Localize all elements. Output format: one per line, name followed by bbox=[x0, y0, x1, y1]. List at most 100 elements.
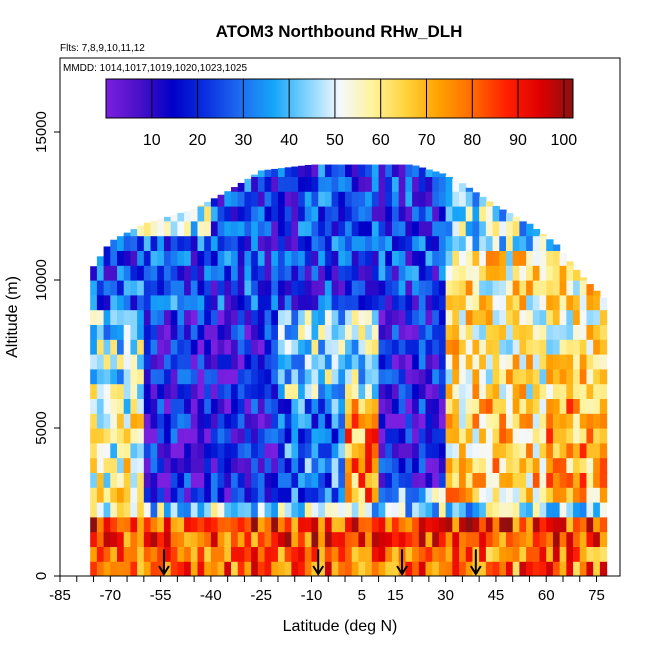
heatmap-cell bbox=[103, 309, 111, 325]
heatmap-cell bbox=[170, 428, 178, 444]
heatmap-cell bbox=[231, 191, 239, 207]
heatmap-cell bbox=[432, 531, 440, 547]
heatmap-cell bbox=[519, 383, 527, 399]
heatmap-cell bbox=[418, 487, 427, 503]
heatmap-cell bbox=[190, 428, 199, 444]
heatmap-cell bbox=[492, 442, 500, 459]
heatmap-cell bbox=[526, 280, 534, 296]
heatmap-cell bbox=[277, 294, 286, 311]
heatmap-cell bbox=[412, 442, 420, 459]
heatmap-cell bbox=[130, 309, 138, 325]
heatmap-cell bbox=[599, 368, 608, 385]
heatmap-cell bbox=[398, 164, 406, 177]
heatmap-cell bbox=[271, 546, 279, 562]
heatmap-cell bbox=[244, 442, 252, 459]
heatmap-cell bbox=[532, 428, 541, 444]
heatmap-cell bbox=[492, 502, 500, 518]
heatmap-cell bbox=[184, 472, 192, 488]
heatmap-cell bbox=[224, 442, 232, 459]
heatmap-cell bbox=[177, 531, 185, 547]
heatmap-cell bbox=[170, 546, 178, 562]
colorbar-tick-label: 40 bbox=[280, 132, 298, 149]
heatmap-cell bbox=[532, 228, 541, 237]
heatmap-cell bbox=[318, 383, 326, 399]
heatmap-cell bbox=[385, 516, 393, 533]
heatmap-cell bbox=[291, 398, 299, 414]
heatmap-cell bbox=[378, 487, 386, 503]
heatmap-cell bbox=[358, 309, 366, 325]
heatmap-cell bbox=[197, 354, 205, 370]
heatmap-cell bbox=[277, 324, 286, 340]
heatmap-cell bbox=[559, 502, 567, 518]
heatmap-cell bbox=[345, 442, 353, 459]
heatmap-cell bbox=[324, 546, 333, 562]
heatmap-cell bbox=[512, 502, 520, 518]
heatmap-cell bbox=[546, 294, 554, 311]
heatmap-cell bbox=[552, 339, 561, 355]
heatmap-cell bbox=[418, 457, 427, 473]
heatmap-cell bbox=[405, 516, 413, 533]
heatmap-cell bbox=[552, 265, 561, 281]
heatmap-cell bbox=[224, 354, 232, 370]
heatmap-cell bbox=[405, 250, 413, 266]
heatmap-cell bbox=[177, 413, 185, 429]
heatmap-cell bbox=[526, 546, 534, 562]
heatmap-cell bbox=[438, 220, 447, 237]
heatmap-cell bbox=[311, 339, 319, 355]
heatmap-cell bbox=[425, 309, 433, 325]
heatmap-cell bbox=[137, 294, 145, 311]
heatmap-cell bbox=[465, 187, 474, 192]
heatmap-cell bbox=[184, 294, 192, 311]
heatmap-cell bbox=[204, 516, 212, 533]
heatmap-cell bbox=[110, 561, 118, 576]
heatmap-cell bbox=[445, 294, 453, 311]
heatmap-cell bbox=[566, 428, 574, 444]
heatmap-cell bbox=[425, 220, 433, 237]
heatmap-cell bbox=[559, 398, 567, 414]
heatmap-cell bbox=[177, 368, 185, 385]
heatmap-cell bbox=[184, 546, 192, 562]
heatmap-cell bbox=[345, 487, 353, 503]
heatmap-cell bbox=[452, 442, 460, 459]
heatmap-cell bbox=[338, 324, 346, 340]
heatmap-cell bbox=[546, 442, 554, 459]
heatmap-cell bbox=[143, 235, 152, 251]
heatmap-cell bbox=[512, 324, 520, 340]
heatmap-cell bbox=[579, 531, 588, 547]
heatmap-cell bbox=[117, 324, 125, 340]
heatmap-cell bbox=[284, 339, 292, 355]
heatmap-cell bbox=[445, 309, 453, 325]
heatmap-cell bbox=[412, 176, 420, 192]
heatmap-cell bbox=[311, 265, 319, 281]
heatmap-cell bbox=[539, 546, 547, 562]
heatmap-cell bbox=[398, 531, 406, 547]
heatmap-cell bbox=[244, 220, 252, 237]
heatmap-cell bbox=[150, 280, 158, 296]
heatmap-cell bbox=[264, 413, 272, 429]
heatmap-cell bbox=[210, 428, 219, 444]
heatmap-cell bbox=[432, 206, 440, 222]
heatmap-cell bbox=[398, 457, 406, 473]
heatmap-cell bbox=[264, 176, 272, 192]
heatmap-cell bbox=[231, 220, 239, 237]
heatmap-cell bbox=[452, 250, 460, 266]
heatmap-cell bbox=[96, 413, 105, 429]
heatmap-cell bbox=[117, 294, 125, 311]
heatmap-cell bbox=[291, 546, 299, 562]
heatmap-cell bbox=[130, 472, 138, 488]
heatmap-cell bbox=[210, 502, 219, 518]
heatmap-cell bbox=[412, 206, 420, 222]
heatmap-cell bbox=[378, 502, 386, 518]
heatmap-cell bbox=[123, 428, 132, 444]
heatmap-cell bbox=[539, 265, 547, 281]
heatmap-cell bbox=[90, 339, 98, 355]
heatmap-cell bbox=[304, 428, 313, 444]
heatmap-cell bbox=[559, 457, 567, 473]
heatmap-cell bbox=[257, 398, 266, 414]
heatmap-cell bbox=[505, 309, 514, 325]
heatmap-cell bbox=[532, 546, 541, 562]
heatmap-cell bbox=[378, 398, 386, 414]
heatmap-cell bbox=[231, 265, 239, 281]
heatmap-cell bbox=[438, 368, 447, 385]
heatmap-cell bbox=[519, 309, 527, 325]
